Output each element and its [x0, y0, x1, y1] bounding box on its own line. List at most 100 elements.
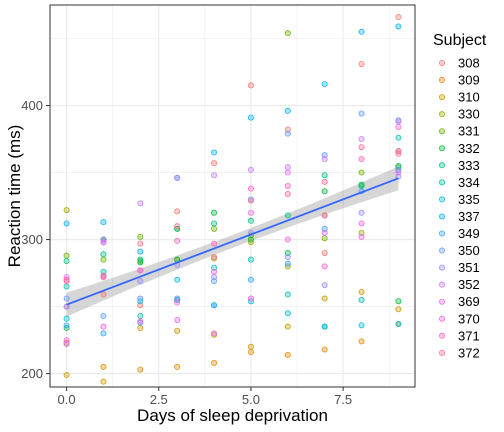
data-point	[137, 312, 144, 319]
data-point	[63, 337, 70, 344]
data-point	[321, 229, 328, 236]
legend-label: 350	[458, 243, 480, 258]
data-point	[358, 229, 365, 236]
data-point	[63, 252, 70, 259]
legend-label: 337	[458, 209, 480, 224]
data-point	[358, 233, 365, 240]
legend-key	[438, 60, 445, 67]
data-point	[211, 149, 218, 156]
legend-label: 371	[458, 328, 480, 343]
legend-label: 331	[458, 124, 480, 139]
points	[63, 14, 402, 385]
data-point	[358, 110, 365, 117]
data-point	[358, 156, 365, 163]
data-point	[321, 188, 328, 195]
data-point	[100, 363, 107, 370]
data-point	[284, 164, 291, 171]
data-point	[174, 208, 181, 215]
data-point	[321, 235, 328, 242]
data-point	[211, 274, 218, 281]
data-point	[284, 169, 291, 176]
data-point	[358, 144, 365, 151]
data-point	[137, 302, 144, 309]
data-point	[358, 338, 365, 345]
data-point	[174, 237, 181, 244]
legend-label: 349	[458, 226, 480, 241]
data-point	[395, 23, 402, 30]
data-point	[174, 174, 181, 181]
data-point	[63, 322, 70, 329]
data-point	[63, 207, 70, 214]
legend-key	[438, 298, 445, 305]
y-tick-label: 300	[21, 232, 43, 247]
data-point	[137, 278, 144, 285]
data-point	[321, 81, 328, 88]
data-point	[247, 256, 254, 263]
data-point	[211, 209, 218, 216]
x-tick-label: 2.5	[150, 392, 168, 407]
x-tick-label: 5.0	[242, 392, 260, 407]
data-point	[247, 114, 254, 121]
data-point	[100, 312, 107, 319]
data-point	[174, 276, 181, 283]
data-point	[284, 126, 291, 133]
data-point	[284, 323, 291, 330]
data-point	[211, 278, 218, 285]
data-point	[137, 240, 144, 247]
y-tick-label: 200	[21, 366, 43, 381]
data-point	[211, 268, 218, 275]
data-point	[358, 322, 365, 329]
data-point	[284, 260, 291, 267]
data-point	[137, 325, 144, 332]
data-point	[63, 371, 70, 378]
legend-label: 330	[458, 107, 480, 122]
data-point	[137, 318, 144, 325]
data-point	[284, 190, 291, 197]
legend-label: 369	[458, 294, 480, 309]
legend-label: 335	[458, 192, 480, 207]
data-point	[100, 378, 107, 385]
data-point	[247, 217, 254, 224]
legend-key	[438, 315, 445, 322]
data-point	[100, 256, 107, 263]
legend-label: 333	[458, 158, 480, 173]
legend-key	[438, 264, 445, 271]
legend-key	[438, 179, 445, 186]
data-point	[358, 209, 365, 216]
data-point	[321, 323, 328, 330]
data-point	[395, 169, 402, 176]
x-tick-label: 0.0	[58, 392, 76, 407]
data-point	[137, 233, 144, 240]
data-point	[100, 323, 107, 330]
data-point	[174, 327, 181, 334]
trend-line	[66, 177, 399, 306]
data-point	[395, 150, 402, 157]
data-point	[247, 82, 254, 89]
data-point	[174, 363, 181, 370]
data-point	[247, 209, 254, 216]
data-point	[247, 166, 254, 173]
data-point	[321, 212, 328, 219]
data-point	[211, 160, 218, 167]
panel-border	[49, 4, 416, 388]
legend-label: 351	[458, 260, 480, 275]
data-point	[63, 220, 70, 227]
data-point	[211, 172, 218, 179]
legend-key	[438, 281, 445, 288]
data-point	[247, 236, 254, 243]
data-point	[63, 315, 70, 322]
legend-key	[438, 162, 445, 169]
data-point	[247, 349, 254, 356]
legend-key	[438, 128, 445, 135]
data-point	[284, 212, 291, 219]
legend-label: 370	[458, 311, 480, 326]
data-point	[321, 172, 328, 179]
legend-label: 310	[458, 90, 480, 105]
data-point	[358, 220, 365, 227]
data-point	[211, 253, 218, 260]
legend-label: 309	[458, 73, 480, 88]
legend-key	[438, 77, 445, 84]
data-point	[174, 223, 181, 230]
data-point	[321, 263, 328, 270]
